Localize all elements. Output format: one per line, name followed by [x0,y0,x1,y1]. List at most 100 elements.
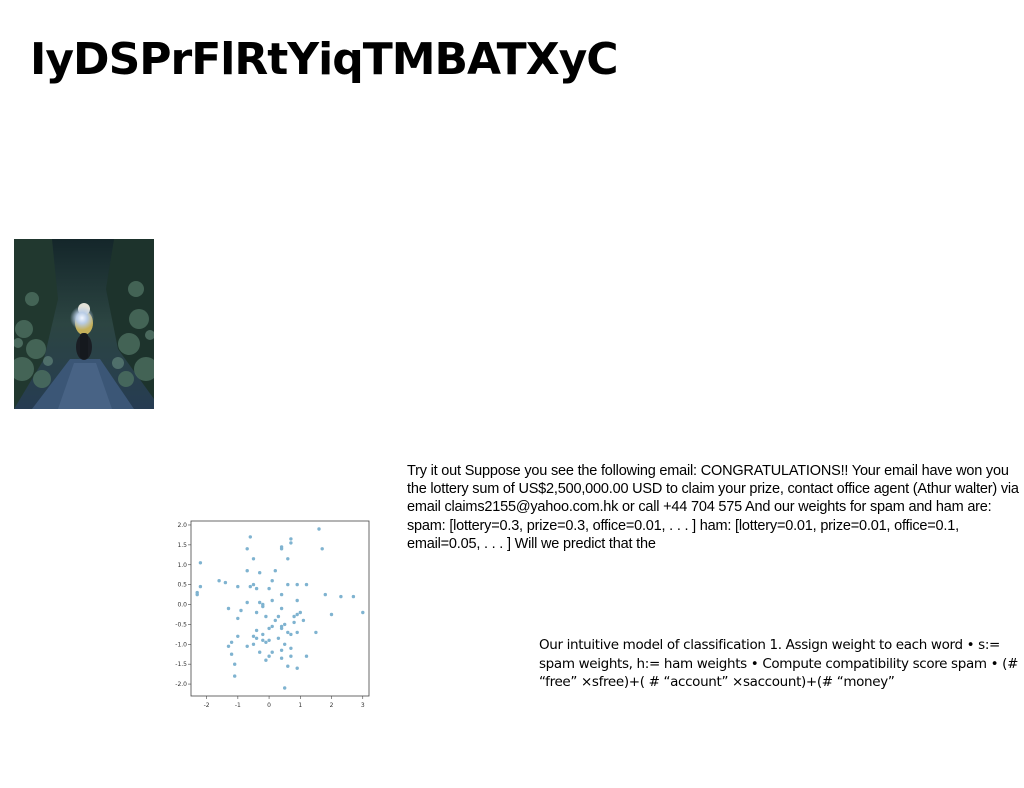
scatter-point [261,632,265,637]
scatter-plot-canvas: -2 -1 0 1 2 3 2.0 1.5 1.0 0.5 0.0 -0.5 -1.0 -1.5 -2.0 [175,520,370,709]
scatter-point [295,598,299,603]
scatter-point [251,582,256,587]
scatter-point [298,610,302,615]
scatter-point [264,614,268,619]
scatter-point [339,594,343,599]
scatter-point [195,592,199,597]
scatter-point [248,535,252,539]
scatter-point [254,586,259,591]
scatter-point [283,642,287,646]
scatter-point [258,571,262,575]
x-tick-label: -2 [204,702,210,709]
y-tick-label: -1.5 [175,661,187,668]
scatter-points [195,527,365,690]
y-tick-label: 0.5 [177,582,187,589]
scatter-point [270,650,274,654]
y-tick-label: 0.0 [177,602,187,609]
scatter-point [236,584,240,589]
scatter-point [270,579,274,583]
y-tick-label: 1.5 [177,542,187,549]
scatter-plot: -2 -1 0 1 2 3 2.0 1.5 1.0 0.5 0.0 -0.5 -1.0 -1.5 -2.0 [166,512,376,712]
scatter-point [276,614,281,619]
slide-title: IyDSPrFlRtYiqTMBATXyC [30,34,619,85]
scatter-point [289,541,293,545]
scatter-point [248,584,252,589]
scatter-point [289,632,293,637]
scatter-point [273,618,277,623]
scatter-point [251,642,256,646]
scatter-point [283,622,287,627]
y-tick-label: 1.0 [177,562,187,569]
scatter-point [270,598,274,603]
scatter-point [289,654,293,658]
scatter-point [289,646,293,650]
scatter-ticks: -2 -1 0 1 2 3 2.0 1.5 1.0 0.5 0.0 -0.5 -1.0 -1.5 -2.0 [175,522,365,709]
scatter-point [314,630,318,635]
x-tick-label: 1 [298,702,302,709]
scatter-point [251,634,256,638]
scatter-point [304,582,309,587]
scatter-point [286,664,290,668]
x-tick-label: -1 [235,702,241,709]
classification-model-paragraph: Our intuitive model of classification 1.… [539,637,1019,690]
scatter-point [198,561,203,565]
scatter-point [261,604,265,609]
scatter-point [229,640,234,644]
scatter-point [258,650,262,654]
scatter-point [301,618,306,623]
scatter-point [279,626,284,631]
x-tick-label: 2 [330,702,334,709]
scatter-point [295,666,299,670]
scatter-point [351,594,356,599]
motorcycle-photo-image [14,239,154,409]
scatter-point [239,608,243,613]
scatter-point [245,547,249,551]
scatter-point [270,624,274,629]
scatter-point [279,656,284,660]
scatter-point [286,630,290,635]
scatter-point [254,610,259,615]
scatter-point [267,638,271,642]
y-tick-label: -0.5 [175,621,187,628]
scatter-point [273,569,277,573]
scatter-point [236,616,240,621]
x-tick-label: 3 [361,702,365,709]
motorcycle-photo [14,239,154,409]
scatter-point [223,580,228,585]
scatter-point [329,612,334,617]
scatter-point [267,626,271,631]
scatter-point [258,600,262,605]
scatter-point [217,579,221,583]
scatter-point [279,592,284,597]
scatter-point [245,569,249,573]
scatter-point [292,614,296,619]
scatter-point [245,600,249,605]
scatter-point [236,634,240,638]
scatter-point [286,582,290,587]
scatter-point [292,620,296,625]
scatter-point [229,652,234,656]
scatter-point [226,644,231,648]
scatter-point [295,582,299,587]
scatter-point [267,654,271,658]
scatter-point [267,586,271,591]
scatter-point [264,640,268,644]
scatter-point [276,636,281,640]
scatter-point [289,537,293,541]
y-tick-label: -1.0 [175,641,187,648]
y-tick-label: -2.0 [175,681,187,688]
scatter-point [295,612,299,617]
scatter-point [261,638,265,642]
scatter-point [251,557,256,561]
scatter-point [286,557,290,561]
scatter-point [226,606,231,611]
scatter-point [279,547,284,551]
scatter-point [361,610,365,615]
scatter-point [304,654,309,658]
scatter-point [233,674,237,678]
scatter-point [323,592,327,597]
scatter-point [245,644,249,648]
scatter-point [317,527,321,531]
scatter-point [254,628,259,633]
scatter-point [279,606,284,611]
